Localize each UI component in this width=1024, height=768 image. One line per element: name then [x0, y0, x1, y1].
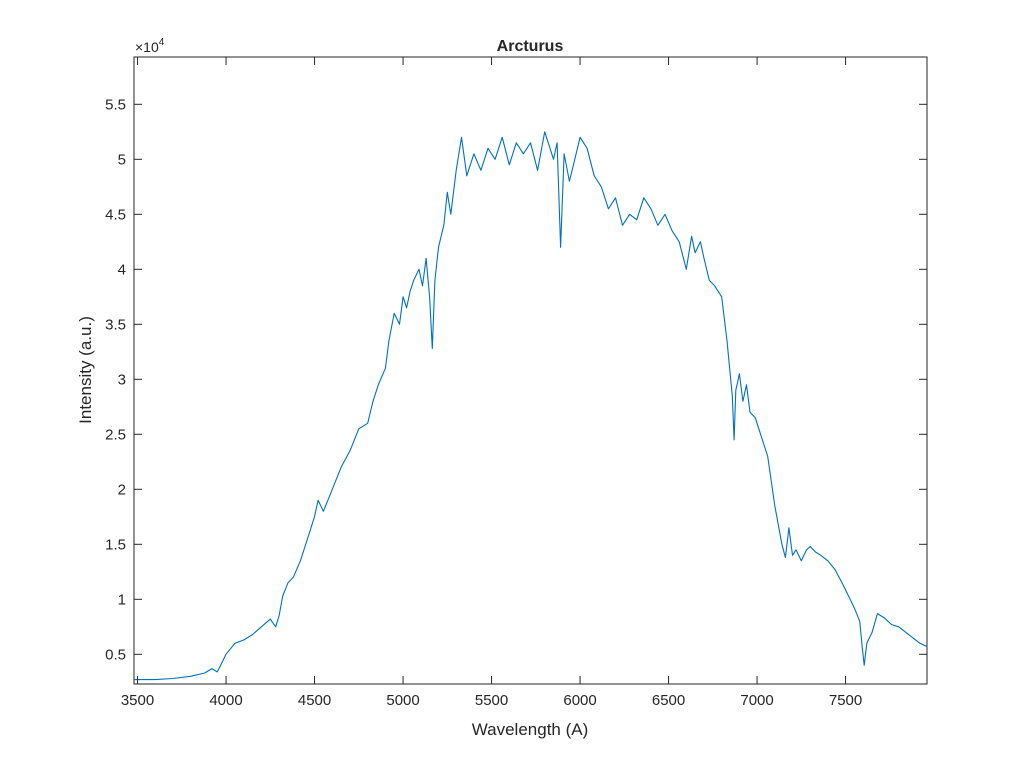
x-tick-label: 6500: [652, 692, 685, 709]
x-tick-label: 4000: [209, 692, 242, 709]
y-tick-label: 4: [118, 261, 126, 278]
y-tick-label: 3.5: [105, 316, 126, 333]
axes-box: [133, 56, 928, 685]
y-axis-exponent-base: ×10: [135, 39, 159, 55]
y-axis-label: Intensity (a.u.): [76, 316, 95, 424]
y-axis-exponent-label: ×104: [135, 37, 165, 55]
x-axis-ticks: 3500 4000 4500 5000 5500 6000 6500 7000 7500: [121, 57, 862, 709]
x-tick-label: 5000: [386, 692, 419, 709]
spectrum-line-series-0: [134, 131, 928, 681]
x-tick-label: 6000: [563, 692, 596, 709]
y-tick-label: 5: [118, 151, 126, 168]
y-axis-exponent-power: 4: [159, 37, 165, 48]
x-tick-label: 7000: [740, 692, 773, 709]
y-tick-label: 1.5: [105, 536, 126, 553]
y-tick-label: 3: [118, 371, 126, 388]
x-tick-label: 7500: [829, 692, 862, 709]
y-tick-label: 0.5: [105, 646, 126, 663]
chart-title: Arcturus: [497, 38, 564, 55]
spectrum-line-group: [134, 131, 928, 681]
plot-area: 3500 4000 4500 5000 5500 6000 6500 7000 7500 0.5…: [105, 56, 928, 709]
x-tick-label: 5500: [475, 692, 508, 709]
y-axis-ticks: 0.5 1 1.5 2 2.5 3 3.5 4 4.5 5 5.5: [105, 96, 927, 663]
x-tick-label: 4500: [298, 692, 331, 709]
x-axis-label: Wavelength (A): [472, 720, 589, 739]
y-tick-label: 4.5: [105, 206, 126, 223]
y-tick-label: 2.5: [105, 426, 126, 443]
y-tick-label: 5.5: [105, 96, 126, 113]
x-tick-label: 3500: [121, 692, 154, 709]
y-tick-label: 2: [118, 481, 126, 498]
y-tick-label: 1: [118, 591, 126, 608]
